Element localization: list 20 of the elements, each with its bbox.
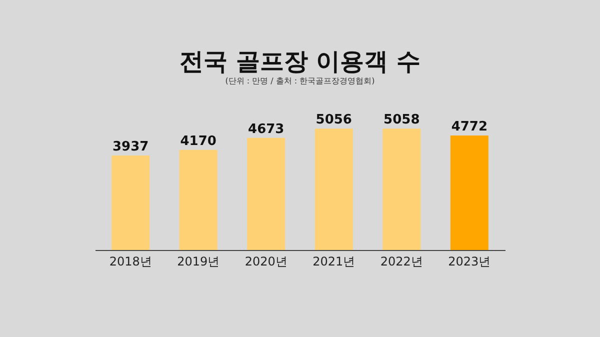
- bar: [247, 138, 286, 250]
- bar: [450, 135, 488, 250]
- chart-title: 전국 골프장 이용객 수: [179, 48, 421, 76]
- data-label: 4170: [180, 134, 216, 149]
- x-tick-label: 2023년: [448, 254, 491, 268]
- bar: [112, 156, 150, 250]
- bar: [382, 128, 421, 250]
- bar: [314, 128, 353, 250]
- x-tick-label: 2021년: [312, 254, 356, 268]
- data-label: 3937: [112, 140, 149, 155]
- x-tick-label: 2020년: [244, 254, 288, 268]
- data-label: 4772: [451, 119, 488, 134]
- data-label: 5058: [384, 112, 420, 128]
- x-tick-label: 2022년: [380, 254, 423, 268]
- x-tick-label: 2018년: [109, 254, 152, 268]
- data-label: 4673: [248, 122, 284, 137]
- x-tick-label: 2019년: [177, 254, 220, 268]
- chart-subtitle: (단위 : 만명 / 출처 : 한국골프장경영협회): [225, 76, 375, 86]
- bar: [179, 150, 218, 250]
- data-label: 5056: [316, 112, 352, 128]
